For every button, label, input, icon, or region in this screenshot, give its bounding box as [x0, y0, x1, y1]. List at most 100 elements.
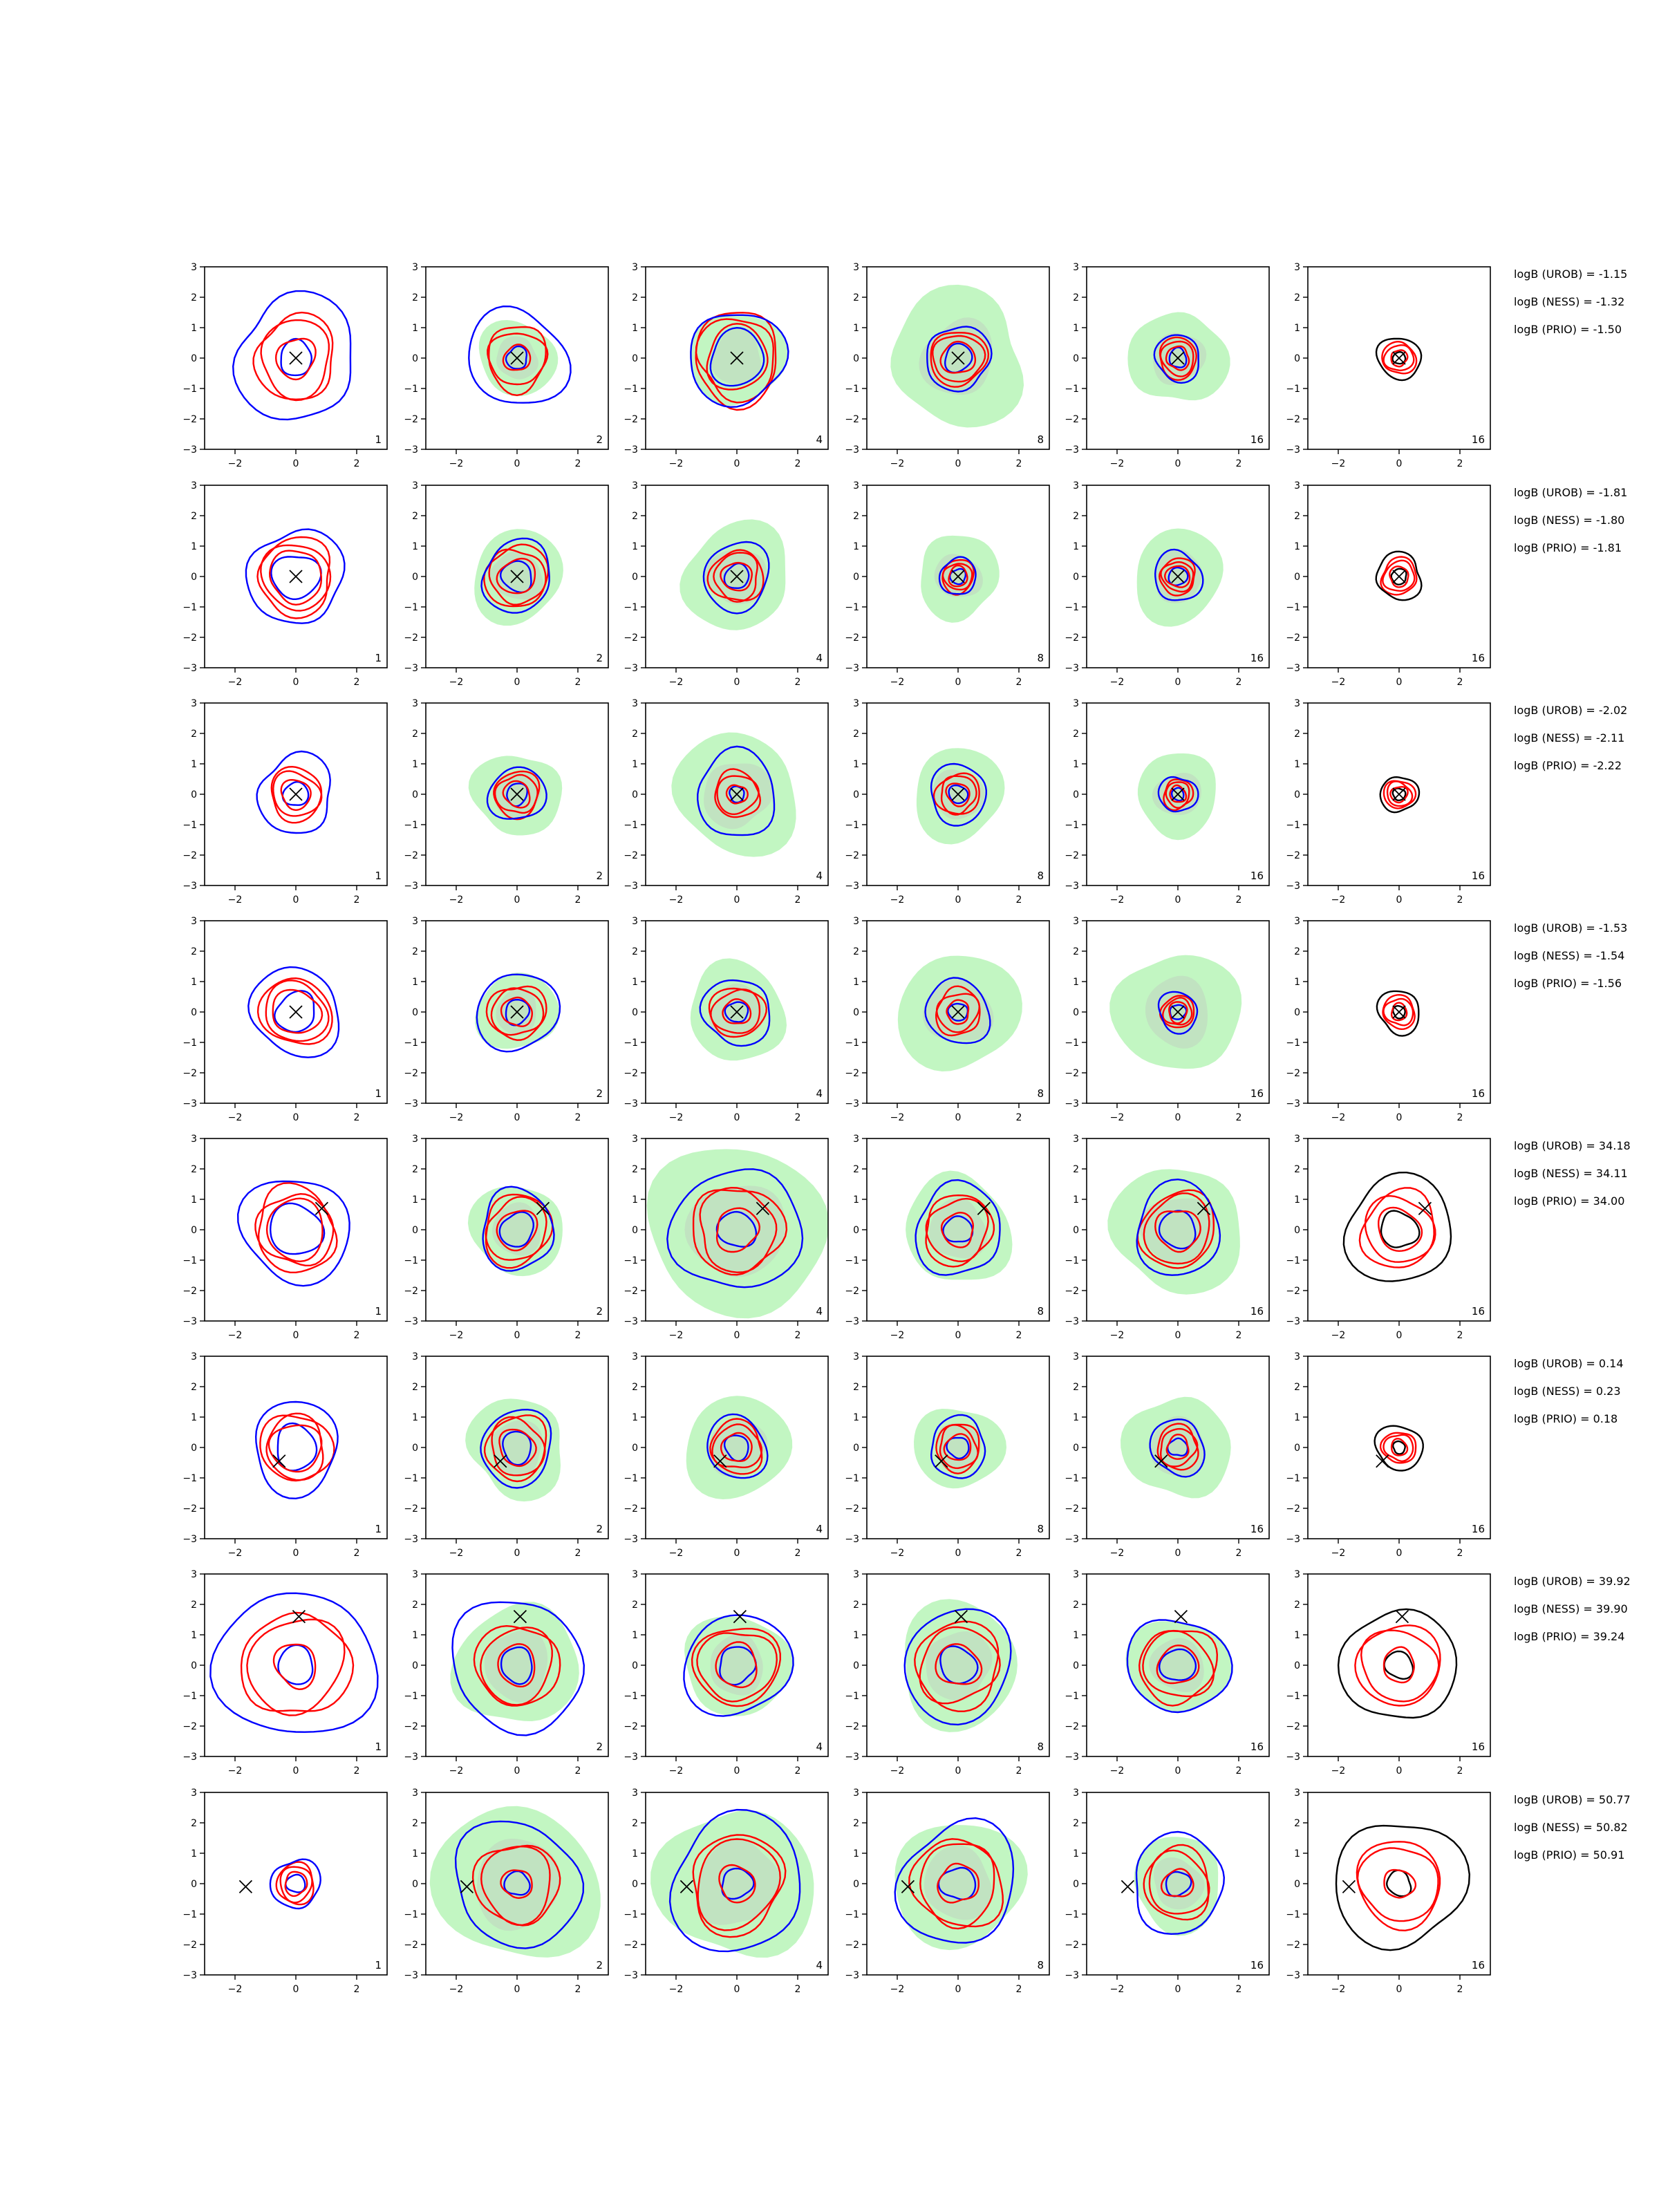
panel-r2-c6: −2 0 2 3 2 1 0 −1 −2 −3 16	[1286, 480, 1491, 688]
x-tick-label: −2	[449, 1112, 464, 1123]
y-tick-label: 1	[412, 323, 418, 334]
y-tick-label: 0	[632, 1879, 638, 1890]
x-tick-label: −2	[890, 1765, 905, 1777]
ness-contour	[1138, 1630, 1219, 1707]
panel-count-label: 8	[1037, 652, 1044, 664]
y-tick-label: 1	[853, 1412, 859, 1423]
y-tick-label: −2	[1065, 1286, 1079, 1297]
y-tick-label: 2	[1073, 1382, 1079, 1393]
panel-count-label: 16	[1250, 1305, 1264, 1318]
y-tick-label: −2	[404, 414, 418, 425]
y-tick-label: 1	[191, 1194, 197, 1206]
y-tick-label: −3	[182, 663, 197, 674]
panel-r2-c2: −2 0 2 3 2 1 0 −1 −2 −3 2	[404, 480, 609, 688]
panel-count-label: 1	[375, 1959, 382, 1971]
logb-annotation: logB (UROB) = 34.18	[1514, 1139, 1631, 1152]
ness-contour	[502, 344, 532, 371]
y-tick-label: −3	[1065, 1534, 1079, 1545]
logb-annotation: logB (NESS) = 0.23	[1514, 1385, 1621, 1398]
y-tick-label: −1	[845, 1255, 859, 1266]
x-tick-label: −2	[669, 458, 684, 469]
y-tick-label: −2	[404, 1721, 418, 1732]
y-tick-label: 1	[412, 1848, 418, 1859]
y-tick-label: 3	[632, 1569, 638, 1580]
urob-contour-1	[729, 785, 745, 804]
y-tick-label: 2	[191, 1818, 197, 1829]
ness-contour-2	[696, 1632, 778, 1703]
prior-contour-3	[1375, 550, 1423, 601]
logb-annotation: logB (UROB) = -2.02	[1514, 704, 1627, 717]
ness-contour	[935, 1423, 980, 1474]
x-tick-label: 0	[734, 1112, 740, 1123]
panel-r8-c3: −2 0 2 3 2 1 0 −1 −2 −3 4	[624, 1788, 829, 1995]
y-tick-label: 3	[412, 262, 418, 273]
logb-annotation: logB (NESS) = 34.11	[1514, 1167, 1628, 1180]
x-tick-label: −2	[228, 458, 243, 469]
panel-r6-c2: −2 0 2 3 2 1 0 −1 −2 −3 2	[404, 1351, 609, 1559]
panel-count-label: 1	[375, 433, 382, 446]
y-tick-label: 0	[632, 1007, 638, 1018]
ness-contour	[1382, 993, 1416, 1031]
y-tick-label: −1	[404, 1691, 418, 1702]
y-tick-label: −3	[845, 1098, 859, 1109]
y-tick-label: −3	[1286, 444, 1300, 456]
y-tick-label: −3	[845, 1752, 859, 1763]
true-point-marker	[901, 1880, 915, 1894]
panel-count-label: 8	[1037, 433, 1044, 446]
prior-fill	[711, 328, 761, 384]
axes-frame	[204, 1792, 388, 1976]
x-tick-label: 2	[1457, 1765, 1463, 1777]
urob-contour-3	[476, 973, 561, 1053]
panel-r8-c4: −2 0 2 3 2 1 0 −1 −2 −3 8	[845, 1788, 1050, 1995]
prior-fill	[484, 1629, 548, 1703]
ness-contour	[493, 770, 541, 821]
panel-count-label: 16	[1250, 870, 1264, 882]
urob-contour-1	[948, 784, 969, 805]
panel-r6-c4: −2 0 2 3 2 1 0 −1 −2 −3 8	[845, 1351, 1050, 1559]
x-tick-label: 2	[795, 1984, 801, 1995]
y-tick-label: −1	[624, 1255, 638, 1266]
ness-contour	[1156, 1423, 1199, 1471]
ness-contour-2	[491, 1416, 546, 1477]
y-tick-label: 3	[191, 1569, 197, 1580]
ness-contour	[280, 778, 312, 812]
ness-contour-2	[699, 1186, 778, 1273]
ness-contour	[1381, 341, 1418, 375]
x-tick-label: −2	[228, 1330, 243, 1341]
logb-annotation: logB (NESS) = -1.54	[1514, 949, 1624, 962]
y-tick-label: 0	[1073, 1225, 1079, 1236]
y-tick-label: 3	[1294, 1134, 1300, 1145]
urob-contour-1	[709, 326, 765, 387]
panel-count-label: 2	[596, 1523, 603, 1535]
panel-r5-c6: −2 0 2 3 2 1 0 −1 −2 −3 16	[1286, 1134, 1491, 1341]
x-tick-label: −2	[1331, 1765, 1346, 1777]
y-tick-label: 2	[1294, 1382, 1300, 1393]
panel-count-label: 4	[816, 1523, 823, 1535]
y-tick-label: 0	[1073, 1443, 1079, 1454]
prior-contour-3	[1376, 990, 1420, 1037]
x-tick-label: 0	[734, 677, 740, 688]
true-point-marker	[510, 570, 524, 583]
x-tick-label: 0	[1175, 1112, 1181, 1123]
y-tick-label: −3	[845, 881, 859, 892]
urob-contour-1	[1168, 566, 1189, 587]
x-tick-label: −2	[1331, 677, 1346, 688]
ness-contour	[1158, 557, 1196, 597]
x-tick-label: −2	[669, 1548, 684, 1559]
x-tick-label: −2	[1331, 894, 1346, 906]
panel-count-label: 1	[375, 652, 382, 664]
true-point-marker	[1171, 1005, 1185, 1019]
ness-contour	[1163, 565, 1191, 588]
urob-contour-1	[505, 345, 527, 370]
y-tick-label: −2	[624, 850, 638, 861]
y-tick-label: −1	[404, 602, 418, 613]
y-tick-label: −2	[1065, 1068, 1079, 1079]
ness-contour	[1382, 780, 1417, 809]
x-tick-label: −2	[890, 1112, 905, 1123]
y-tick-label: 2	[191, 292, 197, 303]
y-tick-label: −3	[624, 1970, 638, 1981]
urob-contour-3	[1136, 1178, 1221, 1276]
x-tick-label: 2	[354, 1765, 360, 1777]
panel-count-label: 2	[596, 1741, 603, 1753]
y-tick-label: −3	[404, 663, 418, 674]
